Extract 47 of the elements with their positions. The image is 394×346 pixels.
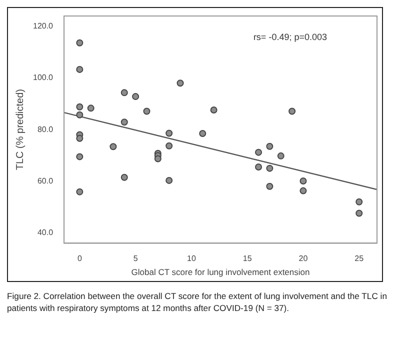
point	[154, 155, 162, 162]
annotation: rs= -0.49; p=0.003	[253, 32, 327, 42]
point	[120, 174, 128, 181]
point	[210, 106, 218, 114]
point	[76, 66, 84, 73]
x-axis-title: Global CT score for lung involvement extension	[131, 267, 310, 278]
point	[199, 130, 206, 137]
point	[120, 118, 128, 126]
point	[255, 164, 262, 171]
x-tick-label: 25	[354, 254, 364, 264]
point	[166, 142, 173, 150]
point	[266, 182, 274, 190]
point	[277, 152, 284, 160]
point	[356, 210, 363, 217]
point	[266, 164, 274, 172]
caption: Figure 2. Correlation between the overall CT score for the extent of lung involvement and the TLC in patients with respiratory symptoms at 12 months after COVID-19 (N = 37).	[7, 290, 387, 314]
point	[288, 108, 296, 115]
point	[76, 188, 84, 196]
point	[76, 39, 84, 46]
point	[76, 111, 84, 118]
point	[255, 148, 262, 156]
x-tick-label: 5	[133, 254, 138, 264]
point	[300, 187, 307, 194]
y-tick-label: 100.0	[32, 73, 54, 82]
x-tick-label: 10	[186, 254, 196, 264]
point	[166, 130, 173, 137]
point	[132, 93, 140, 100]
y-tick-label: 80.0	[37, 124, 54, 134]
x-tick-label: 15	[242, 254, 252, 264]
point	[166, 176, 173, 184]
point	[300, 177, 307, 184]
point	[76, 103, 84, 110]
point	[76, 134, 84, 142]
point	[87, 104, 94, 112]
y-tick-label: 60.0	[37, 176, 54, 186]
point	[76, 153, 84, 160]
point	[120, 89, 128, 96]
x-tick-label: 0	[77, 254, 82, 264]
point	[356, 198, 363, 206]
y-tick-label: 120.0	[32, 22, 54, 31]
point	[176, 80, 184, 87]
y-axis-title: TLC (% predicted)	[14, 89, 26, 170]
y-tick-label: 40.0	[37, 228, 54, 238]
point	[110, 143, 117, 150]
point	[143, 108, 150, 115]
x-tick-label: 20	[298, 254, 308, 264]
point	[266, 142, 274, 150]
